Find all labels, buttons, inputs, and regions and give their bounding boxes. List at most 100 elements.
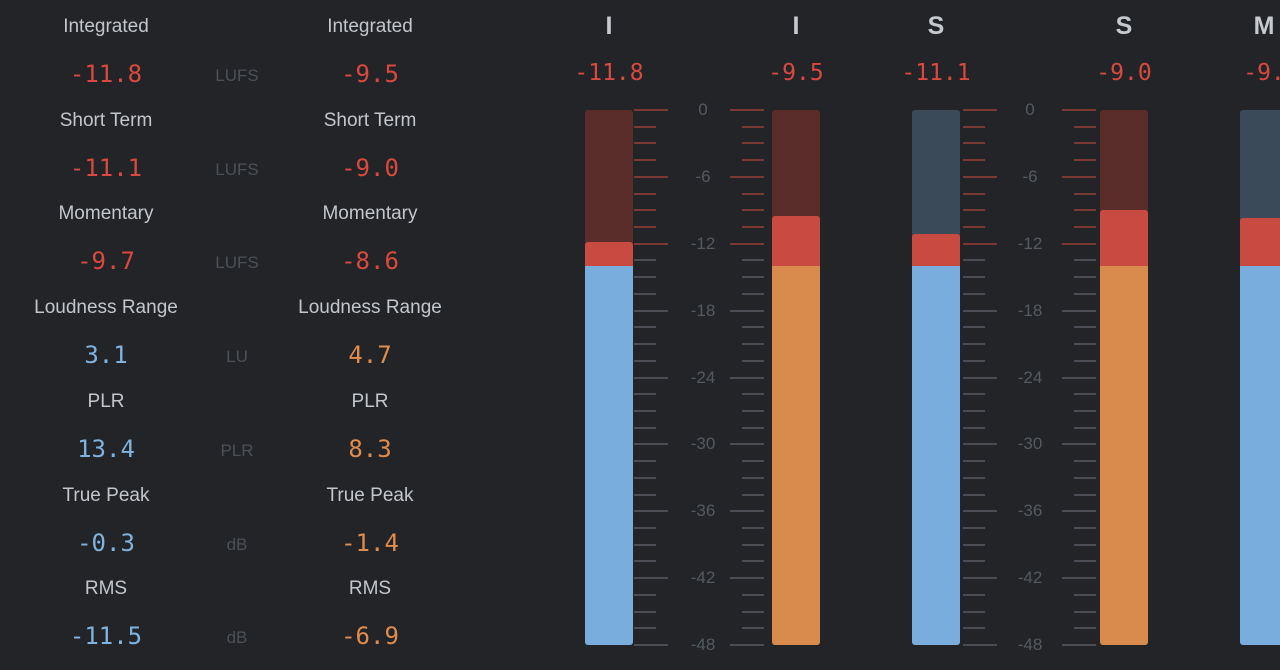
meter-scale-tick xyxy=(963,610,985,613)
meter-scale-tick xyxy=(742,159,764,162)
meter-scale-tick xyxy=(742,192,764,195)
short-term-value-right: -9.0 xyxy=(341,153,399,182)
meter-scale-tick xyxy=(1074,543,1096,546)
meter-scale-tick xyxy=(634,476,656,479)
tick-column-1 xyxy=(634,0,674,670)
db-scale-label: -24 xyxy=(1017,367,1043,387)
meter-scale-tick xyxy=(1062,443,1096,446)
integrated-label-right: Integrated xyxy=(327,16,413,37)
db-scale-label: -42 xyxy=(690,568,716,588)
meter-scale-tick xyxy=(634,409,656,412)
db-scale-label: -6 xyxy=(695,166,711,186)
plr-value-right: 8.3 xyxy=(348,434,392,463)
meter-4-peak-band xyxy=(1100,210,1148,270)
meter-scale-tick xyxy=(634,343,656,346)
meter-scale-tick xyxy=(742,526,764,529)
true-peak-value-right: -1.4 xyxy=(341,528,399,557)
meter-4-value: -9.0 xyxy=(1096,60,1152,86)
meter-1-peak-band xyxy=(585,241,633,270)
meter-5-level-fill xyxy=(1240,266,1280,645)
meter-scale-tick xyxy=(634,292,656,295)
meter-scale-tick xyxy=(742,343,764,346)
meter-scale-tick xyxy=(963,259,985,262)
meter-scale-tick xyxy=(634,577,668,580)
db-scale-label: -36 xyxy=(690,501,716,521)
meter-scale-tick xyxy=(730,175,764,178)
meter-scale-tick xyxy=(963,359,985,362)
meter-scale-tick xyxy=(634,259,656,262)
meter-scale-tick xyxy=(634,443,668,446)
meter-scale-tick xyxy=(634,526,656,529)
meter-scale-tick xyxy=(963,560,985,563)
meter-scale-tick xyxy=(1062,109,1096,111)
meter-5-value: -9. xyxy=(1243,60,1280,86)
meter-scale-tick xyxy=(634,159,656,162)
meter-scale-tick xyxy=(742,226,764,229)
db-scale-label: -30 xyxy=(690,434,716,454)
plr-value-left: 13.4 xyxy=(77,434,135,463)
rms-value-left: -11.5 xyxy=(69,622,143,651)
true-peak-value-left: -0.3 xyxy=(77,528,135,557)
meter-scale-tick xyxy=(1074,343,1096,346)
meter-scale-tick xyxy=(1074,142,1096,145)
plr-unit: PLR xyxy=(220,440,254,460)
integrated-unit: LUFS xyxy=(215,66,259,85)
meter-scale-tick xyxy=(634,125,656,128)
meter-scale-tick xyxy=(742,560,764,563)
meter-2-value: -9.5 xyxy=(768,60,824,86)
meter-scale-tick xyxy=(963,109,997,111)
meter-scale-tick xyxy=(963,460,985,463)
plr-label-right: PLR xyxy=(351,390,389,412)
meter-scale-tick xyxy=(634,109,668,111)
meter-scale-tick xyxy=(963,343,985,346)
meter-1-value: -11.8 xyxy=(574,60,644,86)
loudness-stats-panel: Integrated Integrated -11.8 -9.5 LUFS Short T… xyxy=(0,0,470,670)
integrated-label-left: Integrated xyxy=(63,16,149,37)
meter-scale-tick xyxy=(1074,192,1096,195)
meter-scale-tick xyxy=(634,627,656,630)
meter-scale-tick xyxy=(742,326,764,329)
loudness-range-unit: LU xyxy=(226,347,248,367)
meter-scale-tick xyxy=(963,125,985,128)
meter-scale-tick xyxy=(742,627,764,630)
meter-scale-tick xyxy=(1074,476,1096,479)
meter-scale-tick xyxy=(1062,577,1096,580)
meter-scale-tick xyxy=(634,593,656,596)
meter-scale-tick xyxy=(742,393,764,396)
meter-scale-tick xyxy=(963,376,997,379)
meter-scale-tick xyxy=(730,109,764,111)
db-scale-label: -12 xyxy=(690,233,716,253)
meter-5-peak-band xyxy=(1240,218,1280,270)
meter-scale-tick xyxy=(963,644,997,646)
meter-scale-tick xyxy=(963,192,985,195)
meter-scale-tick xyxy=(1074,426,1096,429)
meter-scale-tick xyxy=(730,242,764,245)
meter-scale-tick xyxy=(742,543,764,546)
meter-scale-tick xyxy=(742,359,764,362)
meter-scale-tick xyxy=(963,242,997,245)
db-scale-label: -6 xyxy=(1022,166,1038,186)
meter-scale-tick xyxy=(963,543,985,546)
meter-scale-tick xyxy=(963,159,985,162)
meter-scale-tick xyxy=(1074,259,1096,262)
meter-scale-tick xyxy=(963,326,985,329)
meter-scale-tick xyxy=(634,510,668,513)
momentary-unit: LUFS xyxy=(215,253,259,273)
meter-scale-tick xyxy=(963,627,985,630)
rms-value-right: -6.9 xyxy=(341,622,399,651)
meter-scale-tick xyxy=(963,226,985,229)
meter-5-header: M xyxy=(1253,12,1275,40)
meter-scale-tick xyxy=(1062,309,1096,312)
meter-scale-tick xyxy=(634,644,668,646)
meter-2-header: I xyxy=(792,12,800,40)
db-scale-label: -48 xyxy=(690,635,716,654)
meter-scale-tick xyxy=(1074,125,1096,128)
meter-scale-tick xyxy=(963,443,997,446)
meter-scale-tick xyxy=(634,426,656,429)
meter-scale-tick xyxy=(1074,326,1096,329)
meter-scale-tick xyxy=(963,593,985,596)
meter-scale-tick xyxy=(634,543,656,546)
plr-label-left: PLR xyxy=(87,390,125,412)
meter-scale-tick xyxy=(742,142,764,145)
meter-scale-tick xyxy=(1062,242,1096,245)
